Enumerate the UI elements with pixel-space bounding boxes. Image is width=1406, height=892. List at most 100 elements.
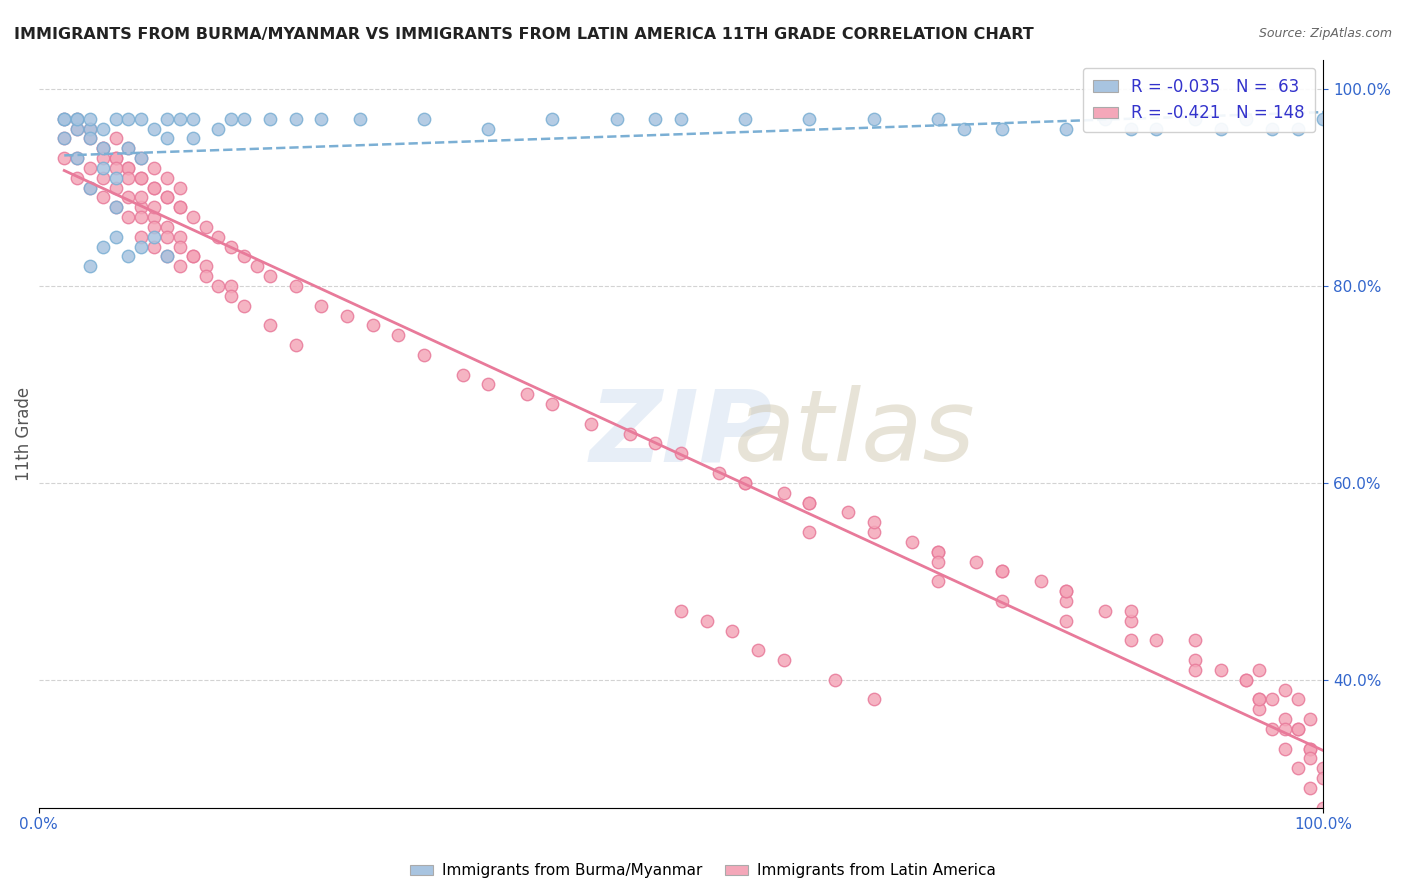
Point <box>233 250 256 264</box>
Point <box>79 131 101 145</box>
Point <box>117 161 139 175</box>
Point <box>309 299 332 313</box>
Point <box>799 495 821 509</box>
Point <box>696 614 718 628</box>
Point <box>53 112 76 126</box>
Point <box>1286 121 1309 136</box>
Point <box>156 190 179 204</box>
Legend: Immigrants from Burma/Myanmar, Immigrants from Latin America: Immigrants from Burma/Myanmar, Immigrant… <box>404 857 1002 884</box>
Point <box>799 112 821 126</box>
Point <box>862 524 884 539</box>
Point <box>104 200 127 214</box>
Point <box>156 229 179 244</box>
Point <box>79 112 101 126</box>
Point <box>991 594 1014 608</box>
Point <box>952 121 974 136</box>
Point <box>169 239 191 253</box>
Point <box>1184 112 1206 126</box>
Point <box>734 475 756 490</box>
Point <box>66 121 89 136</box>
Point <box>117 190 139 204</box>
Point <box>1144 121 1167 136</box>
Point <box>1274 722 1296 736</box>
Point <box>1261 722 1284 736</box>
Point <box>669 112 692 126</box>
Point <box>194 219 217 234</box>
Point <box>79 121 101 136</box>
Point <box>644 436 666 450</box>
Point <box>156 250 179 264</box>
Point <box>219 112 242 126</box>
Point <box>246 260 269 274</box>
Point <box>1274 741 1296 756</box>
Point <box>117 112 139 126</box>
Point <box>361 318 384 333</box>
Point <box>181 112 204 126</box>
Point <box>309 112 332 126</box>
Point <box>104 161 127 175</box>
Point <box>1234 673 1257 687</box>
Point <box>53 131 76 145</box>
Point <box>541 112 564 126</box>
Point <box>824 673 846 687</box>
Point <box>1247 692 1270 706</box>
Point <box>669 604 692 618</box>
Point <box>91 170 114 185</box>
Point <box>156 170 179 185</box>
Point <box>91 141 114 155</box>
Point <box>1054 614 1077 628</box>
Point <box>799 524 821 539</box>
Point <box>1286 692 1309 706</box>
Point <box>991 565 1014 579</box>
Point <box>143 210 166 224</box>
Point <box>1312 112 1334 126</box>
Point <box>104 151 127 165</box>
Point <box>143 180 166 194</box>
Point <box>1184 663 1206 677</box>
Point <box>644 112 666 126</box>
Point <box>862 112 884 126</box>
Point <box>143 219 166 234</box>
Point <box>837 505 859 519</box>
Point <box>1261 121 1284 136</box>
Point <box>143 121 166 136</box>
Point <box>131 170 153 185</box>
Point <box>156 219 179 234</box>
Point <box>1209 121 1232 136</box>
Point <box>104 229 127 244</box>
Point <box>79 260 101 274</box>
Point <box>156 190 179 204</box>
Point <box>1286 722 1309 736</box>
Point <box>53 112 76 126</box>
Point <box>66 151 89 165</box>
Point <box>579 417 602 431</box>
Point <box>991 121 1014 136</box>
Point <box>1029 574 1052 589</box>
Point <box>1247 692 1270 706</box>
Point <box>104 180 127 194</box>
Point <box>207 121 229 136</box>
Point <box>169 200 191 214</box>
Point <box>181 210 204 224</box>
Point <box>219 289 242 303</box>
Point <box>53 112 76 126</box>
Point <box>451 368 474 382</box>
Point <box>284 112 307 126</box>
Point <box>91 190 114 204</box>
Point <box>747 643 769 657</box>
Point <box>1209 663 1232 677</box>
Point <box>131 151 153 165</box>
Point <box>721 624 744 638</box>
Point <box>169 229 191 244</box>
Point <box>1119 121 1142 136</box>
Point <box>1299 780 1322 795</box>
Point <box>1312 800 1334 814</box>
Point <box>143 180 166 194</box>
Point <box>194 260 217 274</box>
Point <box>1312 771 1334 785</box>
Point <box>1299 712 1322 726</box>
Point <box>117 141 139 155</box>
Point <box>1286 761 1309 775</box>
Point <box>413 112 436 126</box>
Point <box>66 112 89 126</box>
